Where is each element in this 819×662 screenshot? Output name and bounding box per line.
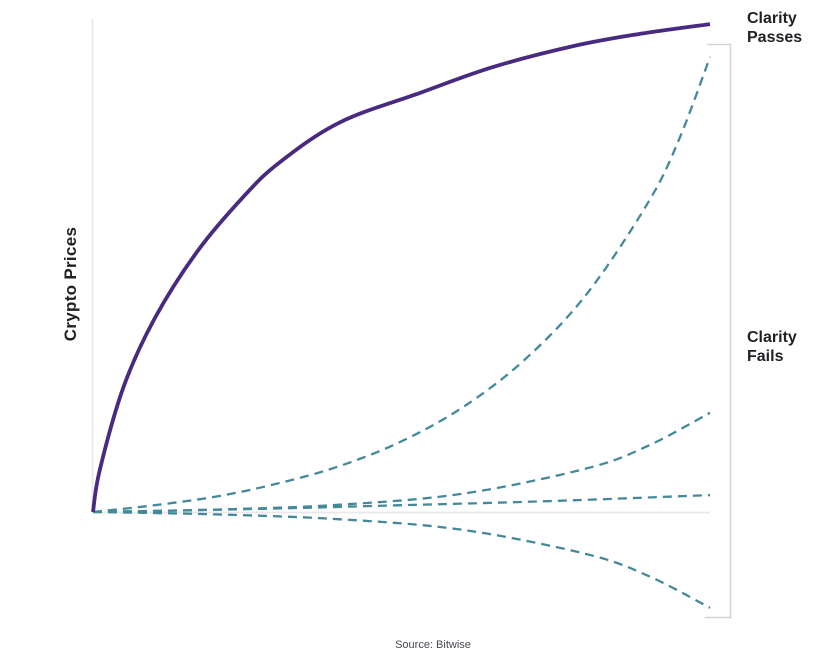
fails-range-bracket [704, 43, 732, 619]
series-clarity-fails-decline [92, 510, 711, 609]
series-clarity-fails-surge [92, 56, 712, 514]
series-clarity-fails-flat [92, 493, 711, 514]
source-caption: Source: Bitwise [395, 639, 471, 651]
series-clarity-passes [91, 22, 711, 513]
label-clarity-passes: Clarity Passes [747, 10, 803, 46]
series-clarity-fails-moderate [92, 411, 711, 514]
label-clarity-fails: Clarity Fails [747, 329, 797, 365]
